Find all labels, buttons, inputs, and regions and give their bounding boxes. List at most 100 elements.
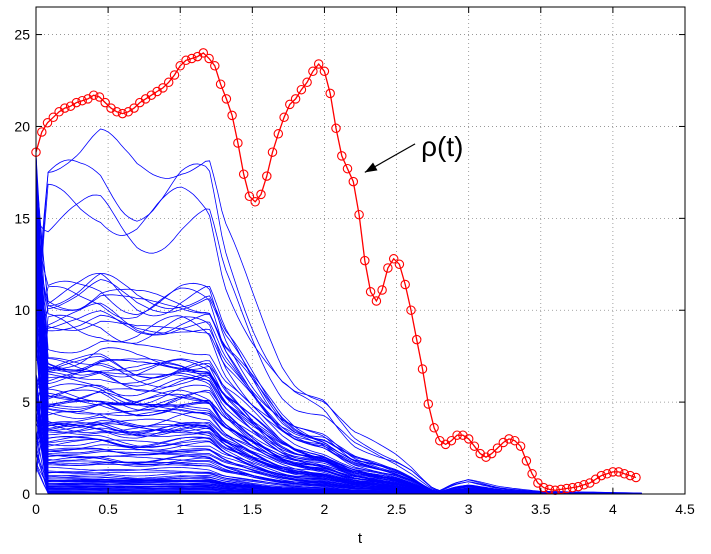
rho-point [227, 110, 237, 121]
rho-point [354, 209, 364, 220]
rho-point [198, 48, 209, 58]
rho-point [285, 99, 295, 110]
rho-point [579, 480, 589, 490]
rho-point [388, 254, 399, 264]
rho-point [486, 448, 497, 459]
axis-ticks: 0 0.5 1 1.5 2 2.5 3 3.5 4 4.5 0 5 10 15 20 25 [14, 7, 695, 517]
rho-point [625, 470, 635, 481]
rho-point [210, 61, 220, 71]
rho-series [31, 48, 641, 496]
rho-point [262, 171, 272, 181]
x-tick-label: 0 [32, 501, 40, 517]
rho-point [256, 189, 266, 200]
x-tick-label: 2.5 [387, 501, 407, 517]
rho-point [527, 469, 537, 479]
rho-point [469, 441, 480, 451]
rho-point [360, 255, 370, 266]
rho-point [181, 55, 191, 66]
rho-point [302, 77, 312, 88]
rho-point [561, 483, 572, 494]
rho-point [515, 441, 526, 451]
x-tick-label: 3 [465, 501, 473, 517]
annotation-label: ρ(t) [421, 131, 463, 162]
rho-point [573, 481, 584, 492]
rho-point [325, 88, 335, 99]
rho-point [504, 434, 514, 444]
rho-point [446, 435, 457, 446]
annotation-arrowhead [364, 162, 378, 173]
rho-point [158, 83, 168, 93]
x-tick-label: 4.5 [675, 501, 695, 517]
rho-point [238, 169, 249, 179]
x-tick-label: 0.5 [98, 501, 118, 517]
rho-point [377, 285, 387, 295]
rho-point [244, 191, 255, 202]
rho-point [331, 123, 341, 134]
annotation: ρ(t) [364, 131, 463, 173]
rho-point [423, 399, 434, 409]
rho-point [608, 467, 618, 477]
rho-point [290, 94, 301, 104]
rho-point [521, 456, 532, 466]
rho-point [492, 443, 503, 453]
rho-point [48, 112, 59, 123]
rho-point [596, 470, 607, 481]
rho-point [463, 434, 474, 444]
rho-point [77, 95, 87, 106]
rho-point [337, 151, 347, 161]
rho-point [117, 108, 128, 119]
rho-point [567, 482, 578, 493]
rho-point [221, 94, 232, 104]
rho-point [71, 97, 82, 108]
rho-point [613, 467, 624, 477]
rho-point [400, 279, 410, 290]
rho-line [35, 52, 637, 491]
y-tick-label: 5 [22, 394, 30, 410]
rho-point [204, 53, 214, 64]
rho-point [313, 59, 324, 69]
rho-point [631, 472, 641, 483]
rho-point [42, 118, 53, 128]
rho-point [169, 70, 180, 80]
x-tick-label: 1 [176, 501, 184, 517]
rho-point [619, 469, 630, 479]
y-tick-label: 0 [22, 486, 30, 502]
rho-point [417, 364, 428, 374]
y-tick-label: 15 [14, 210, 30, 226]
rho-point [394, 259, 405, 270]
x-tick-label: 3.5 [531, 501, 551, 517]
plot-frame [35, 6, 686, 495]
y-tick-label: 10 [14, 302, 30, 318]
y-tick-label: 25 [14, 27, 30, 43]
rho-point [411, 334, 422, 345]
rho-point [215, 79, 226, 89]
rho-point [510, 435, 520, 446]
rho-point [187, 53, 197, 64]
rho-point [129, 103, 139, 113]
rho-point [429, 423, 439, 433]
rho-point [371, 296, 382, 306]
rho-point [112, 107, 122, 117]
rho-point [37, 127, 47, 137]
rho-point [296, 84, 307, 95]
x-tick-label: 1.5 [243, 501, 263, 517]
x-tick-label: 4 [609, 501, 617, 517]
rho-point [308, 66, 318, 77]
x-axis-label: t [358, 530, 363, 547]
rho-point [319, 66, 330, 77]
plot-background [36, 7, 685, 494]
rho-point [383, 263, 393, 273]
y-tick-label: 20 [14, 118, 30, 134]
rho-point [342, 163, 353, 174]
rho-point [250, 197, 260, 207]
rho-point [452, 430, 462, 440]
rho-point [175, 61, 185, 71]
rho-point [602, 469, 612, 479]
x-tick-label: 2 [321, 501, 329, 517]
rho-point [533, 478, 543, 488]
rho-point [100, 97, 110, 108]
rho-point [88, 90, 99, 100]
rho-point [273, 129, 284, 139]
rho-point [233, 138, 243, 148]
